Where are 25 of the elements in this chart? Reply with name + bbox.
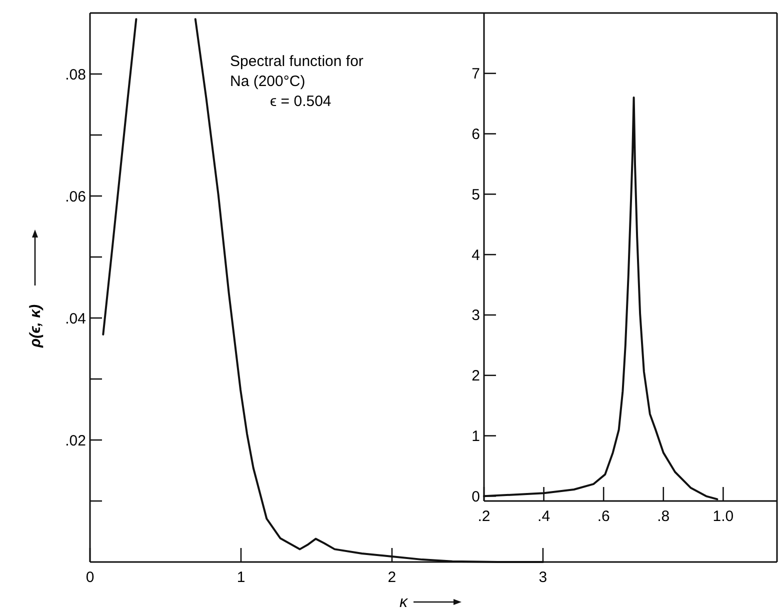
- y-tick-label: .06: [65, 188, 86, 206]
- y-tick-label: 4: [472, 246, 480, 264]
- x-tick-label: 3: [538, 569, 548, 586]
- x-tick-label: .2: [478, 508, 490, 525]
- y-tick-label: .04: [65, 310, 86, 328]
- x-tick-label: .4: [538, 508, 550, 525]
- y-axis-title: ρ(ϵ, κ): [27, 304, 44, 348]
- y-tick-label: 1: [472, 428, 480, 446]
- x-tick-label: .8: [657, 508, 670, 525]
- annotation: ϵ = 0.504: [270, 93, 332, 110]
- annotation: Na (200°C): [230, 73, 306, 90]
- y-tick-label: 5: [472, 186, 480, 204]
- x-tick-label: .6: [597, 508, 610, 525]
- annotation: Spectral function for: [230, 53, 364, 70]
- x-tick-label: 1.0: [712, 508, 734, 525]
- x-axis-title: κ: [400, 594, 408, 611]
- y-tick-label: 7: [472, 66, 480, 83]
- x-tick-label: 1: [236, 569, 246, 586]
- y-tick-label: 3: [472, 307, 480, 324]
- y-tick-label: .02: [65, 432, 86, 450]
- y-tick-label: 2: [472, 368, 480, 385]
- x-tick-label: 2: [388, 569, 396, 586]
- y-tick-label: 0: [472, 488, 480, 506]
- y-tick-label: .08: [65, 66, 86, 84]
- y-tick-label: 6: [472, 126, 480, 144]
